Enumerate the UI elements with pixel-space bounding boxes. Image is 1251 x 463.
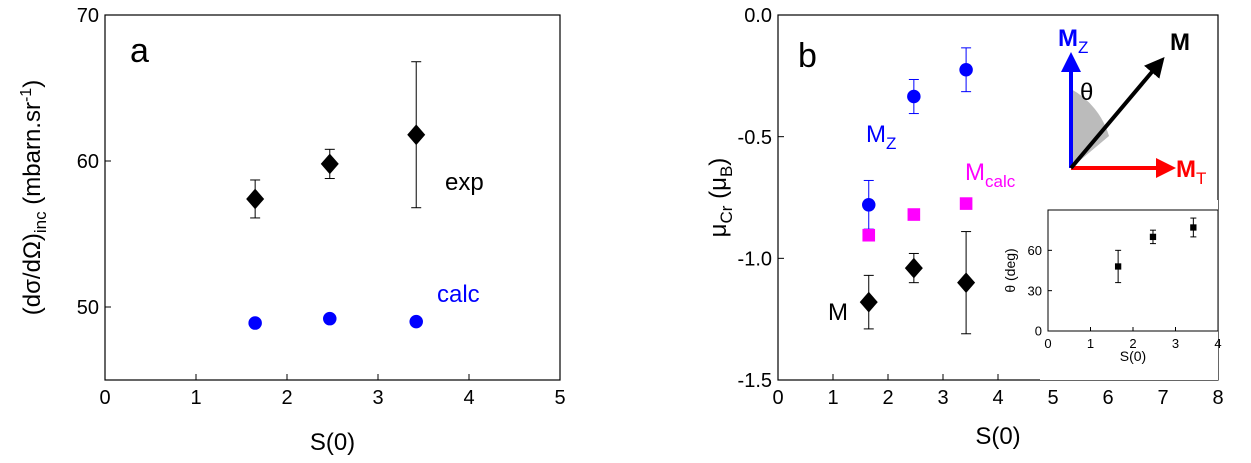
panel-b-m-point bbox=[859, 291, 878, 313]
series-label-mz: MZ bbox=[866, 121, 896, 153]
y-title-close-b: ) bbox=[705, 158, 732, 166]
panel-a-x-tick-label: 1 bbox=[190, 387, 201, 409]
inset-x-ticks: 0 1 2 3 4 bbox=[1044, 327, 1222, 351]
panel-a-x-tick-label: 5 bbox=[554, 387, 565, 409]
diagram-label-m: M bbox=[1170, 29, 1190, 56]
inset-x-tick-label: 1 bbox=[1087, 336, 1094, 351]
panel-a-x-tick-label: 0 bbox=[99, 387, 110, 409]
panel-a-y-tick-label: 60 bbox=[77, 151, 99, 173]
panel-b-x-tick-label: 5 bbox=[1047, 387, 1058, 409]
y-title-sub-cr: Cr bbox=[717, 205, 736, 223]
panel-a-exp-point bbox=[246, 188, 265, 210]
panel-a-calc-point bbox=[409, 314, 423, 329]
panel-b-mz-point bbox=[862, 198, 876, 212]
panel-a-x-tick-label: 2 bbox=[281, 387, 292, 409]
panel-b-x-tick-label: 2 bbox=[882, 387, 893, 409]
panel-a-exp-point bbox=[407, 124, 426, 146]
panel-a-calc-point bbox=[248, 316, 262, 330]
panel-b-mcalc-point bbox=[907, 208, 921, 221]
panel-b-x-tick-label: 4 bbox=[992, 387, 1003, 409]
panel-b-x-ticks: 0 1 2 3 4 5 6 7 8 bbox=[772, 374, 1224, 409]
panel-b-m-point bbox=[957, 272, 976, 294]
inset-x-tick-label: 3 bbox=[1172, 336, 1179, 351]
panel-b-x-axis-title: S(0) bbox=[975, 423, 1020, 450]
inset-y-tick-label: 60 bbox=[1028, 243, 1042, 258]
panel-b-mz-point bbox=[959, 63, 973, 77]
panel-b-y-axis-title: μCr (μB) bbox=[705, 158, 736, 238]
panel-b-label: b bbox=[798, 37, 817, 75]
panel-a-y-ticks: 50 60 70 bbox=[77, 5, 111, 319]
inset: S(0) θ (deg) 0 1 2 3 4 0 30 60 bbox=[1002, 200, 1222, 380]
panel-b-mcalc-point bbox=[862, 228, 876, 242]
panel-b-y-tick-label: 0.0 bbox=[744, 5, 772, 27]
series-label-exp: exp bbox=[445, 169, 484, 196]
y-title-sup: -1 bbox=[18, 88, 35, 102]
inset-series0-point bbox=[1149, 233, 1157, 241]
panel-b-x-tick-label: 1 bbox=[827, 387, 838, 409]
y-title-mid: (μ bbox=[705, 177, 732, 206]
y-title-unit: (mbarn.sr bbox=[19, 102, 46, 211]
series-label-calc: calc bbox=[437, 281, 480, 308]
inset-background bbox=[1040, 200, 1218, 380]
inset-x-axis-title: S(0) bbox=[1120, 348, 1146, 364]
inset-series0-point bbox=[1190, 224, 1197, 231]
panel-b-x-tick-label: 3 bbox=[937, 387, 948, 409]
panel-a-y-axis-title: (dσ/dΩ)inc (mbarn.sr-1) bbox=[18, 80, 50, 315]
y-title-main: (dσ/dΩ) bbox=[19, 233, 46, 315]
panel-a-x-axis-title: S(0) bbox=[310, 429, 355, 456]
inset-y-tick-label: 30 bbox=[1028, 283, 1042, 298]
theta-cone bbox=[1071, 89, 1109, 168]
inset-series0-point bbox=[1114, 263, 1122, 270]
panel-b-y-tick-label: -0.5 bbox=[738, 127, 772, 149]
panel-b-y-tick-label: -1.5 bbox=[738, 370, 772, 392]
inset-y-tick-label: 0 bbox=[1035, 324, 1042, 339]
panel-b-x-tick-label: 6 bbox=[1102, 387, 1113, 409]
panel-a-marks bbox=[246, 61, 426, 330]
diagram-label-theta: θ bbox=[1080, 79, 1093, 106]
series-label-m: M bbox=[828, 299, 848, 326]
series-label-mcalc: Mcalc bbox=[965, 159, 1016, 191]
panel-b-y-tick-label: -1.0 bbox=[738, 249, 772, 271]
panel-a-y-tick-label: 50 bbox=[77, 297, 99, 319]
panel-b-m-point bbox=[904, 257, 923, 279]
panel-b-x-tick-label: 7 bbox=[1157, 387, 1168, 409]
inset-marks bbox=[1114, 217, 1197, 284]
panel-a-x-tick-label: 3 bbox=[372, 387, 383, 409]
diagram-label-mt: MT bbox=[1176, 156, 1206, 188]
panel-a-exp-point bbox=[320, 153, 339, 175]
y-title-close: ) bbox=[19, 80, 46, 88]
panel-b-mz-point bbox=[907, 89, 921, 104]
panel-b-y-ticks: -1.5 -1.0 -0.5 0.0 bbox=[738, 5, 784, 392]
panel-a-x-ticks: 0 1 2 3 4 5 bbox=[99, 374, 566, 409]
panel-a: a S(0) (dσ/dΩ)inc (mbarn.sr-1) 0 1 2 3 4 5 50… bbox=[18, 5, 566, 456]
y-title-mu: μ bbox=[705, 223, 732, 237]
inset-x-tick-label: 0 bbox=[1044, 336, 1051, 351]
panel-b-marks bbox=[859, 47, 976, 335]
panel-a-frame bbox=[104, 14, 561, 381]
panel-b-x-tick-label: 0 bbox=[772, 387, 783, 409]
panel-a-label: a bbox=[130, 32, 149, 70]
y-title-sub: inc bbox=[31, 211, 50, 233]
inset-x-tick-label: 4 bbox=[1214, 336, 1221, 351]
y-title-sub-b: B bbox=[717, 166, 736, 177]
panel-a-y-tick-label: 70 bbox=[77, 5, 99, 27]
panel-b-x-tick-label: 8 bbox=[1212, 387, 1223, 409]
magnetization-diagram: MZ M MT θ bbox=[1058, 25, 1206, 188]
inset-y-ticks: 0 30 60 bbox=[1028, 243, 1052, 339]
panel-a-calc-point bbox=[323, 311, 337, 326]
inset-x-tick-label: 2 bbox=[1129, 336, 1136, 351]
m-arrow bbox=[1069, 56, 1165, 170]
diagram-label-mz: MZ bbox=[1058, 25, 1088, 57]
panel-b-mcalc-point bbox=[959, 197, 973, 210]
panel-a-x-tick-label: 4 bbox=[463, 387, 474, 409]
panel-b: b S(0) μCr (μB) 0 1 2 3 4 5 6 7 8 -1.5 -1.0 -0.5 0.… bbox=[705, 5, 1224, 450]
inset-y-axis-title: θ (deg) bbox=[1002, 248, 1018, 292]
